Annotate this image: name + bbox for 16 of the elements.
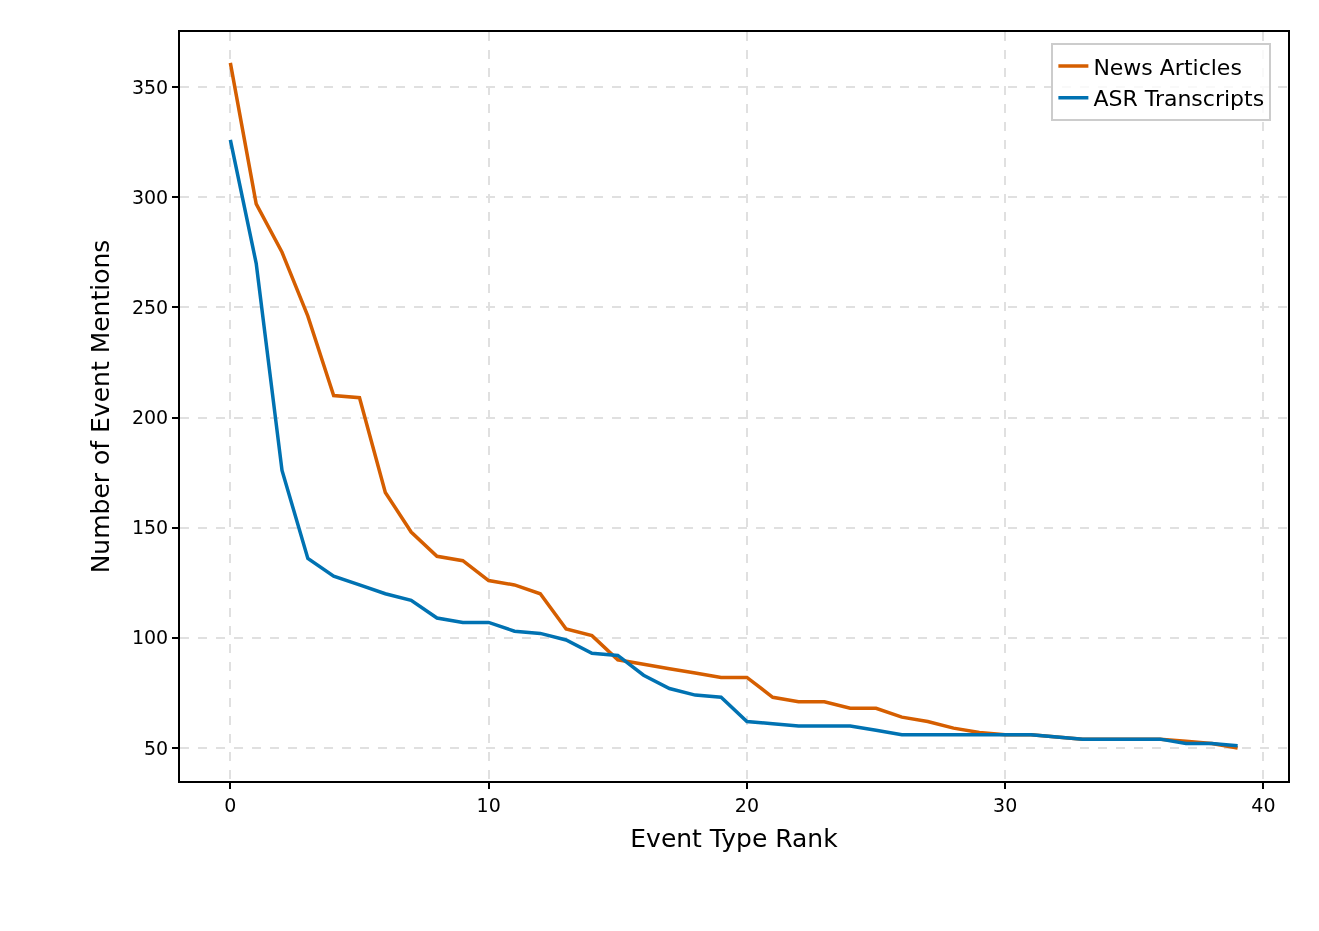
legend-label: News Articles <box>1093 54 1242 80</box>
y-axis-title: Number of Event Mentions <box>86 239 116 574</box>
y-tick-label: 100 <box>131 626 169 649</box>
y-tick-label: 300 <box>131 185 169 208</box>
y-tick-label: 250 <box>131 296 169 319</box>
x-tick-label: 0 <box>224 793 237 816</box>
y-tick-label: 150 <box>131 516 169 539</box>
x-tick-label: 30 <box>993 793 1018 816</box>
y-tick-label: 350 <box>131 75 169 98</box>
y-tick-label: 200 <box>131 406 169 429</box>
legend-label: ASR Transcripts <box>1093 86 1265 112</box>
x-tick-label: 10 <box>476 793 501 816</box>
y-tick-label: 50 <box>144 736 169 759</box>
x-tick-label: 40 <box>1251 793 1276 816</box>
x-tick-label: 20 <box>734 793 759 816</box>
x-axis-title: Event Type Rank <box>630 824 839 854</box>
